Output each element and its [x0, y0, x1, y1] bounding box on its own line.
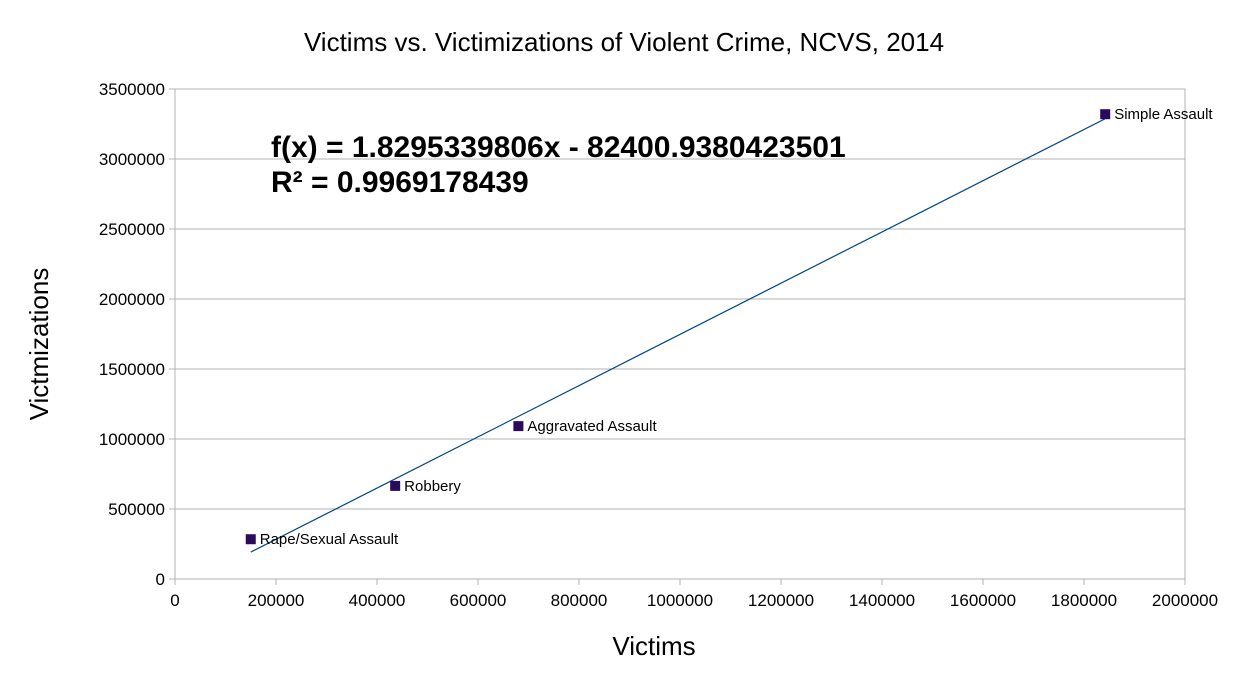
- data-point: [390, 481, 400, 491]
- x-tick-label: 0: [170, 591, 179, 610]
- x-tick-label: 1400000: [849, 591, 915, 610]
- y-tick-label: 1000000: [99, 430, 165, 449]
- y-tick-label: 1500000: [99, 360, 165, 379]
- x-axis-title: Victims: [612, 631, 695, 661]
- x-tick-label: 200000: [248, 591, 305, 610]
- y-axis-title: Victmizations: [24, 268, 54, 421]
- y-tick-label: 3500000: [99, 80, 165, 99]
- y-tick-label: 2000000: [99, 290, 165, 309]
- x-tick-label: 1000000: [647, 591, 713, 610]
- y-tick-label: 3000000: [99, 150, 165, 169]
- x-tick-label: 1200000: [748, 591, 814, 610]
- x-tick-label: 2000000: [1152, 591, 1218, 610]
- data-point: [1100, 109, 1110, 119]
- x-tick-label: 1600000: [950, 591, 1016, 610]
- trendline-equation: f(x) = 1.8295339806x - 82400.9380423501: [271, 131, 846, 164]
- x-tick-label: 400000: [349, 591, 406, 610]
- data-point: [246, 534, 256, 544]
- data-point-label: Robbery: [404, 478, 461, 495]
- x-tick-label: 800000: [551, 591, 608, 610]
- x-tick-label: 600000: [450, 591, 507, 610]
- trendline-r-squared: R² = 0.9969178439: [271, 166, 529, 199]
- y-tick-label: 500000: [108, 500, 165, 519]
- y-tick-label: 2500000: [99, 220, 165, 239]
- x-tick-label: 1800000: [1051, 591, 1117, 610]
- data-point-label: Simple Assault: [1114, 106, 1213, 123]
- data-point-label: Rape/Sexual Assault: [260, 531, 399, 548]
- data-point-label: Aggravated Assault: [527, 418, 657, 435]
- chart-title: Victims vs. Victimizations of Violent Cr…: [304, 27, 944, 57]
- data-point: [513, 421, 523, 431]
- y-tick-label: 0: [156, 570, 165, 589]
